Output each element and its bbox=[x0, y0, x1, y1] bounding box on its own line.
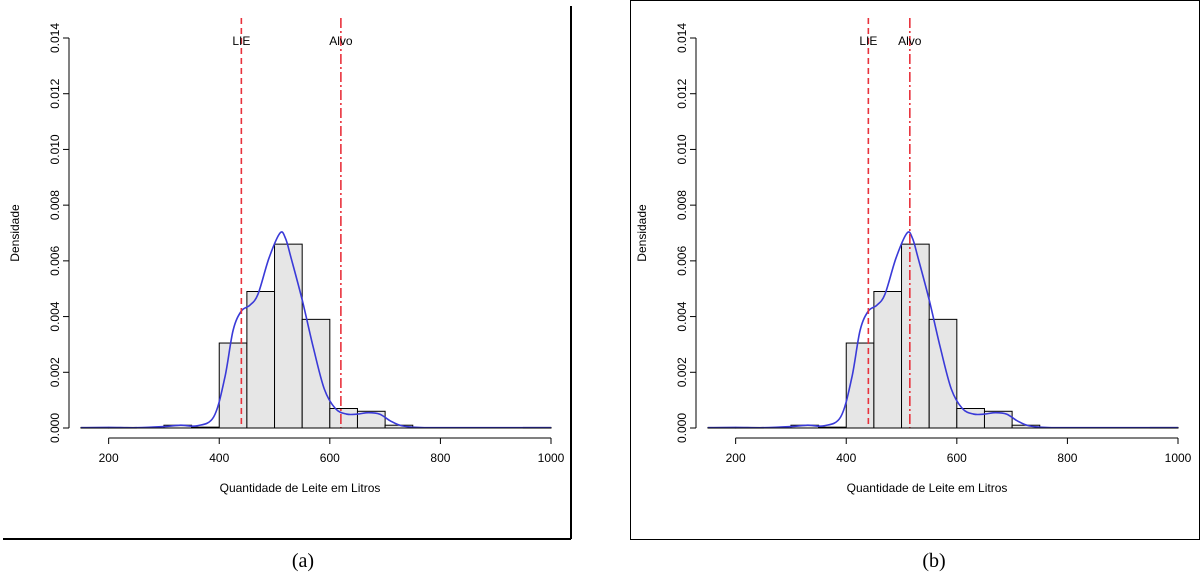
histogram-bar bbox=[301, 318, 331, 429]
y-axis: 0.000 0.002 0.004 0.006 0.008 0.010 0.012 0.014 bbox=[675, 23, 697, 443]
histogram-bar bbox=[901, 243, 930, 429]
y-tick-label: 0.014 bbox=[48, 23, 62, 53]
x-tick-label: 800 bbox=[430, 451, 450, 465]
y-tick-label: 0.002 bbox=[675, 357, 689, 387]
y-tick-label: 0.004 bbox=[48, 301, 62, 331]
y-tick-label: 0.000 bbox=[675, 413, 689, 443]
y-axis-title: Densidade bbox=[8, 204, 22, 262]
histogram-bar bbox=[956, 408, 985, 429]
reference-label-lie: LIE bbox=[232, 34, 250, 48]
x-tick-label: 600 bbox=[947, 451, 967, 465]
reference-label-lie: LIE bbox=[859, 34, 877, 48]
y-tick-label: 0.000 bbox=[48, 413, 62, 443]
histogram-bar bbox=[246, 291, 276, 429]
figure-frame bbox=[630, 0, 1200, 540]
y-axis-title: Densidade bbox=[635, 204, 649, 262]
histogram-bar bbox=[274, 243, 303, 429]
histogram-bars bbox=[707, 243, 1179, 429]
chart-panel-b: LIE Alvo 200 400 600 800 1000 0.000 0.002 0.004 0.… bbox=[630, 0, 1200, 540]
y-tick-label: 0.006 bbox=[675, 246, 689, 276]
y-tick-label: 0.012 bbox=[675, 78, 689, 108]
histogram-bar bbox=[873, 291, 903, 429]
histogram-bar bbox=[928, 318, 958, 429]
y-tick-label: 0.012 bbox=[48, 78, 62, 108]
x-axis: 200 400 600 800 1000 bbox=[726, 437, 1192, 465]
x-axis-title: Quantidade de Leite em Litros bbox=[847, 481, 1008, 495]
density-curve bbox=[80, 231, 551, 429]
y-tick-label: 0.002 bbox=[48, 357, 62, 387]
y-tick-label: 0.006 bbox=[48, 246, 62, 276]
x-tick-label: 800 bbox=[1057, 451, 1077, 465]
histogram-bars bbox=[80, 243, 552, 429]
x-axis-title: Quantidade de Leite em Litros bbox=[220, 481, 381, 495]
x-tick-label: 200 bbox=[726, 451, 746, 465]
x-tick-label: 1000 bbox=[538, 451, 565, 465]
density-curve bbox=[707, 231, 1178, 429]
x-tick-label: 600 bbox=[320, 451, 340, 465]
histogram-bar bbox=[329, 408, 358, 429]
x-tick-label: 400 bbox=[209, 451, 229, 465]
x-tick-label: 1000 bbox=[1165, 451, 1192, 465]
x-axis: 200 400 600 800 1000 bbox=[99, 437, 565, 465]
x-tick-label: 400 bbox=[836, 451, 856, 465]
y-tick-label: 0.004 bbox=[675, 301, 689, 331]
panel-caption-a: (a) bbox=[291, 550, 315, 572]
x-tick-label: 200 bbox=[99, 451, 119, 465]
reference-label-alvo: Alvo bbox=[898, 34, 922, 48]
y-axis: 0.000 0.002 0.004 0.006 0.008 0.010 0.012 0.014 bbox=[48, 23, 70, 443]
y-tick-label: 0.010 bbox=[48, 134, 62, 164]
y-tick-label: 0.008 bbox=[48, 190, 62, 220]
chart-panel-a: LIE Alvo 200 400 600 800 1000 0.000 0.002 0.004 0.… bbox=[3, 0, 573, 540]
y-tick-label: 0.014 bbox=[675, 23, 689, 53]
y-tick-label: 0.010 bbox=[675, 134, 689, 164]
y-tick-label: 0.008 bbox=[675, 190, 689, 220]
panel-caption-b: (b) bbox=[922, 550, 946, 572]
reference-label-alvo: Alvo bbox=[329, 34, 353, 48]
